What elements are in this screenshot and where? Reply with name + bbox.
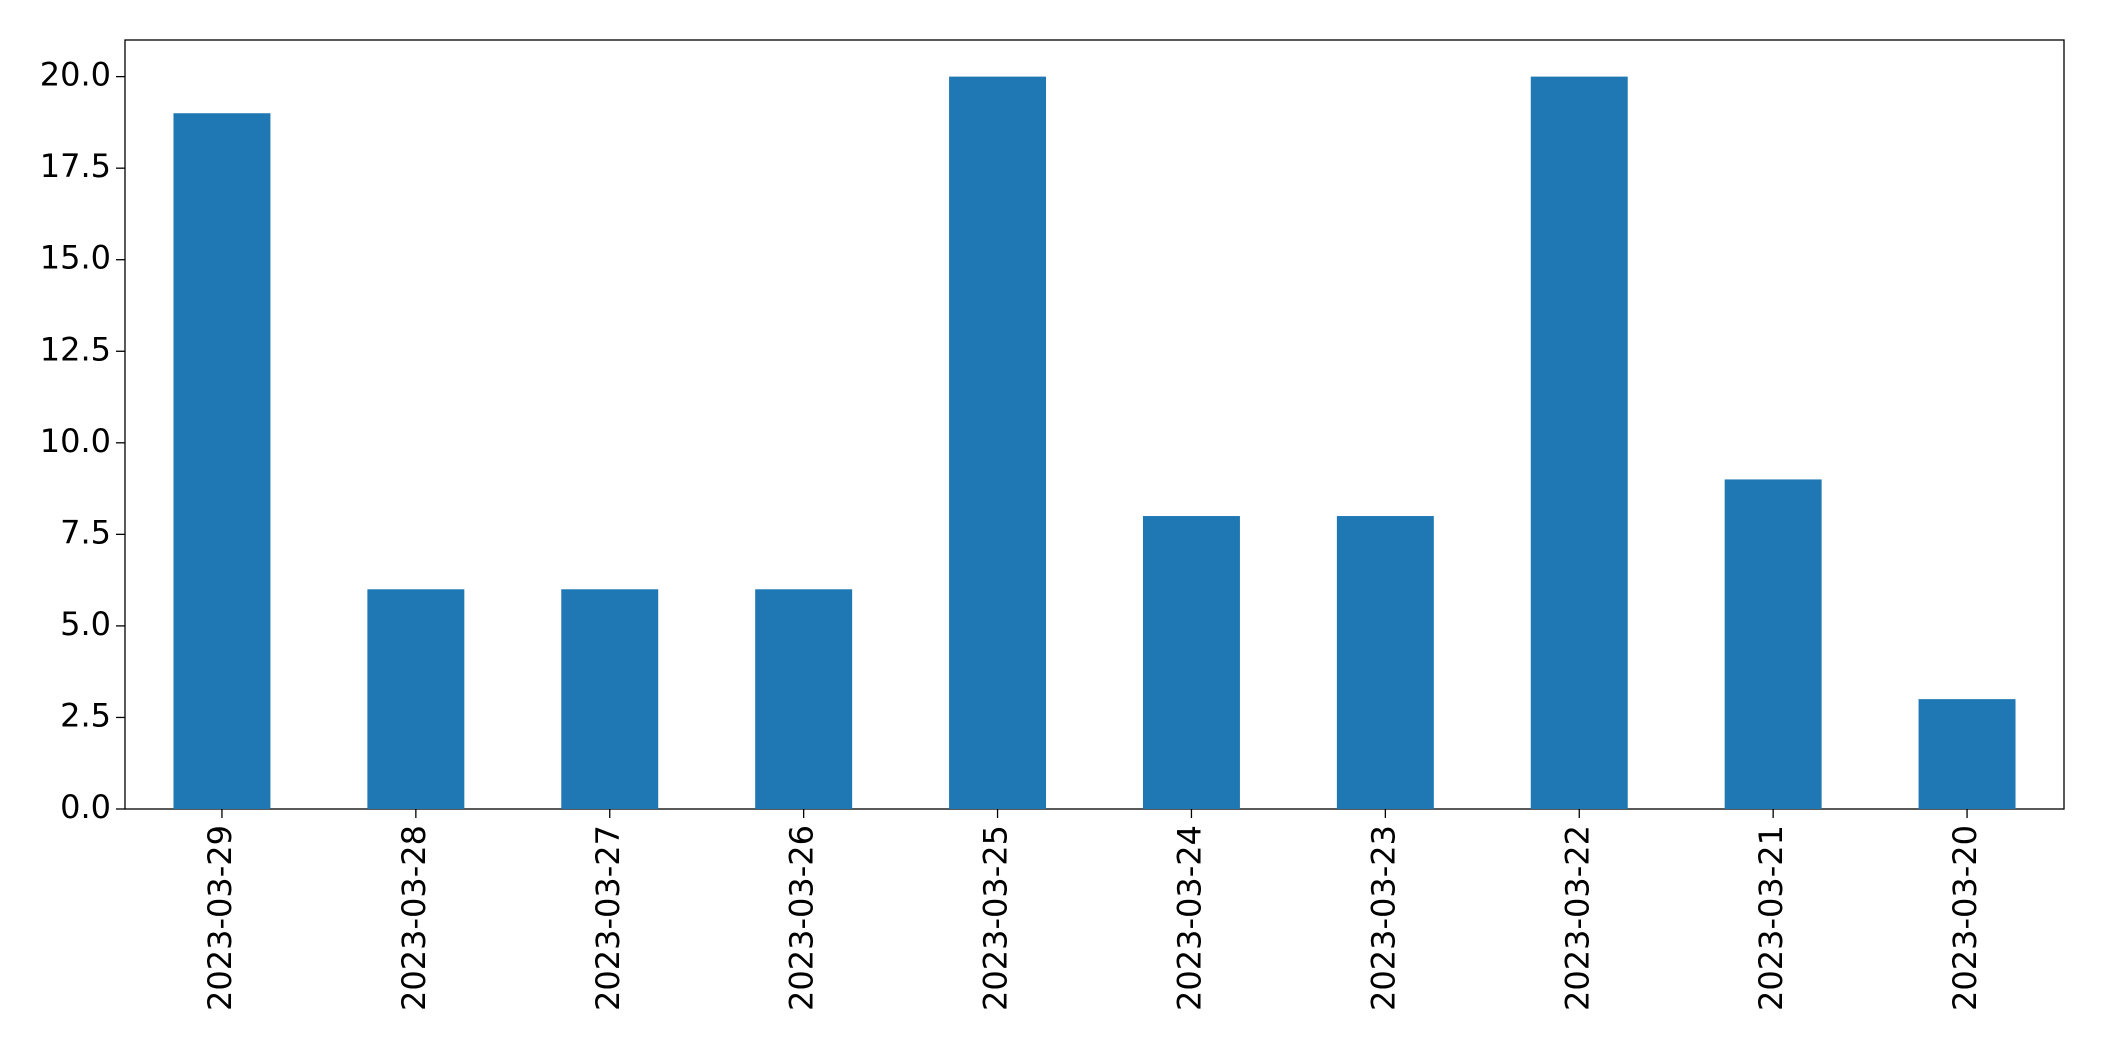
y-tick-label: 0.0: [60, 788, 111, 826]
bar: [1142, 516, 1240, 809]
axes-frame: [124, 39, 2065, 810]
x-tick-label: 2023-03-29: [201, 825, 239, 1011]
bar: [367, 589, 465, 809]
bar: [1918, 699, 2016, 809]
bar: [173, 113, 271, 809]
y-tick-label: 20.0: [40, 56, 111, 94]
bar: [755, 589, 853, 809]
bar: [561, 589, 659, 809]
y-tick-label: 17.5: [40, 147, 111, 185]
x-tick-label: 2023-03-20: [1946, 825, 1984, 1011]
x-tick-label: 2023-03-23: [1364, 825, 1402, 1011]
x-tick-label: 2023-03-27: [589, 825, 627, 1011]
y-tick-label: 2.5: [60, 696, 111, 734]
y-tick-label: 5.0: [60, 605, 111, 643]
x-tick-label: 2023-03-25: [977, 825, 1015, 1011]
bar: [1530, 76, 1628, 810]
bar: [1336, 516, 1434, 809]
y-tick-label: 15.0: [40, 239, 111, 277]
y-tick-label: 7.5: [60, 513, 111, 551]
x-tick-label: 2023-03-24: [1170, 825, 1208, 1011]
x-tick-label: 2023-03-28: [395, 825, 433, 1011]
y-tick-label: 12.5: [40, 330, 111, 368]
y-tick-label: 10.0: [40, 422, 111, 460]
x-tick-label: 2023-03-21: [1752, 825, 1790, 1011]
x-tick-label: 2023-03-26: [783, 825, 821, 1011]
bar: [949, 76, 1047, 810]
bar: [1724, 479, 1822, 809]
x-tick-label: 2023-03-22: [1558, 825, 1596, 1011]
